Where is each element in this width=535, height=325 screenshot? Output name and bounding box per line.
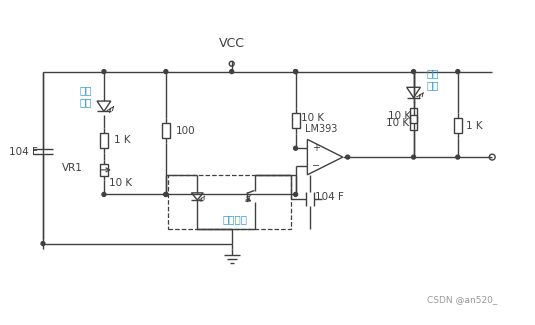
Bar — [100, 164, 108, 176]
Circle shape — [346, 155, 350, 159]
Bar — [410, 108, 417, 124]
Bar — [100, 133, 108, 148]
Text: 104 F: 104 F — [315, 192, 344, 202]
Text: 10 K: 10 K — [388, 111, 411, 121]
Text: 10 K: 10 K — [109, 178, 132, 188]
Circle shape — [294, 192, 297, 196]
Circle shape — [411, 155, 416, 159]
Bar — [454, 118, 462, 133]
Circle shape — [456, 155, 460, 159]
Bar — [292, 113, 300, 128]
Circle shape — [164, 70, 168, 73]
Text: +: + — [312, 143, 320, 153]
Circle shape — [164, 192, 168, 196]
Bar — [162, 123, 170, 138]
Text: VCC: VCC — [219, 37, 244, 50]
Text: 10 K: 10 K — [301, 113, 324, 123]
Bar — [168, 175, 291, 229]
Text: 10 K: 10 K — [386, 118, 410, 128]
Text: 1 K: 1 K — [465, 121, 482, 131]
Circle shape — [294, 146, 297, 150]
Circle shape — [102, 192, 106, 196]
Text: 1 K: 1 K — [114, 136, 131, 145]
Text: CSDN @an520_: CSDN @an520_ — [427, 295, 497, 305]
Circle shape — [102, 70, 106, 73]
Circle shape — [294, 70, 297, 73]
Circle shape — [456, 70, 460, 73]
Text: LM393: LM393 — [305, 124, 338, 135]
Text: 104 F: 104 F — [9, 147, 38, 157]
Text: 电源
指示: 电源 指示 — [80, 85, 93, 107]
Text: −: − — [312, 161, 320, 171]
Text: 开关
指示: 开关 指示 — [427, 69, 439, 90]
Circle shape — [411, 70, 416, 73]
Bar — [410, 115, 417, 130]
Circle shape — [294, 70, 297, 73]
Circle shape — [164, 192, 168, 196]
Text: 100: 100 — [175, 125, 195, 136]
Text: VR1: VR1 — [62, 163, 82, 173]
Circle shape — [230, 70, 234, 73]
Text: 红外对管: 红外对管 — [223, 214, 248, 224]
Circle shape — [41, 241, 45, 246]
